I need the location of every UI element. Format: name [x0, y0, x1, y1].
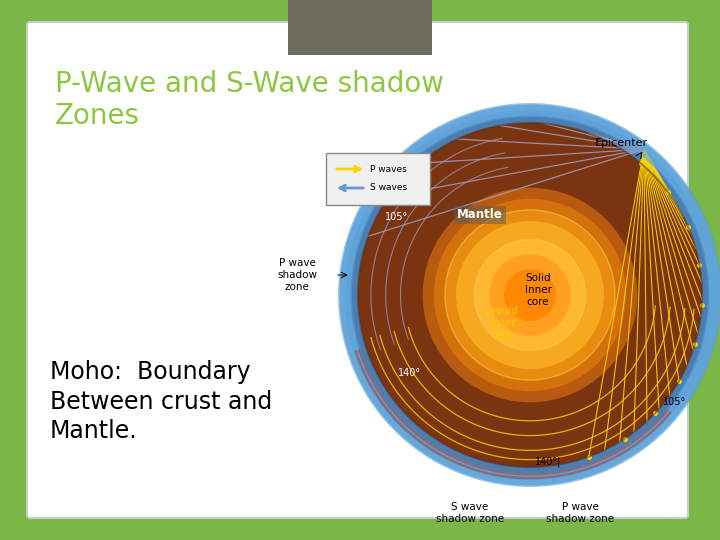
FancyBboxPatch shape [326, 153, 430, 205]
Text: Moho:  Boundary
Between crust and
Mantle.: Moho: Boundary Between crust and Mantle. [50, 360, 272, 443]
FancyBboxPatch shape [27, 22, 688, 518]
Text: P wave
shadow
zone: P wave shadow zone [277, 259, 317, 292]
Text: S waves: S waves [370, 184, 407, 192]
Circle shape [504, 269, 556, 321]
Circle shape [490, 254, 571, 336]
Text: Mantle: Mantle [457, 208, 503, 221]
Circle shape [445, 210, 615, 380]
Text: Liquid
outer
core: Liquid outer core [486, 306, 518, 340]
Circle shape [456, 221, 604, 369]
Text: P wave
shadow zone: P wave shadow zone [546, 502, 614, 524]
Circle shape [433, 199, 626, 391]
Circle shape [345, 110, 715, 480]
Circle shape [474, 240, 585, 350]
Circle shape [423, 188, 637, 402]
Text: S wave
shadow zone: S wave shadow zone [436, 502, 504, 524]
Text: Epicenter: Epicenter [595, 138, 648, 148]
Text: 140°: 140° [398, 368, 421, 377]
Text: 105°: 105° [385, 212, 408, 222]
Circle shape [358, 123, 702, 467]
Text: Solid
Inner
core: Solid Inner core [524, 273, 552, 307]
Text: 140°|: 140°| [535, 456, 562, 467]
Text: P-Wave and S-Wave shadow
Zones: P-Wave and S-Wave shadow Zones [55, 70, 444, 130]
Bar [288, 0, 432, 55]
Text: P waves: P waves [370, 165, 407, 173]
Text: 105°: 105° [662, 397, 686, 407]
